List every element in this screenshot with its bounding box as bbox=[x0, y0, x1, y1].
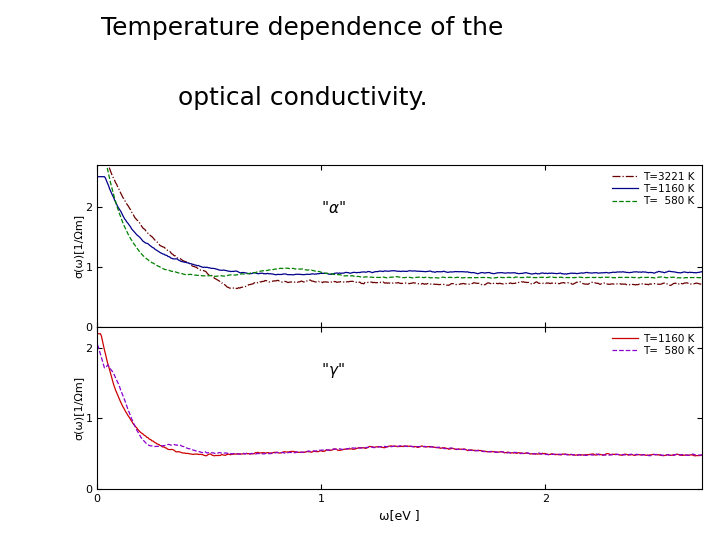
T=3221 K bbox=[368, 279, 377, 285]
T=1160 K bbox=[200, 452, 209, 458]
Text: optical conductivity.: optical conductivity. bbox=[178, 86, 427, 110]
X-axis label: ω[eV ]: ω[eV ] bbox=[379, 509, 420, 522]
T=1160 K bbox=[498, 269, 506, 276]
Text: "$\alpha$": "$\alpha$" bbox=[321, 200, 346, 217]
T=1160 K bbox=[698, 268, 706, 275]
T=  580 K bbox=[698, 274, 706, 281]
T=1160 K bbox=[200, 264, 209, 271]
Text: Temperature dependence of the: Temperature dependence of the bbox=[102, 16, 503, 40]
T=3221 K bbox=[250, 280, 258, 286]
T=1160 K bbox=[497, 449, 505, 455]
T=3221 K bbox=[93, 144, 102, 150]
T=  580 K bbox=[200, 448, 209, 455]
Legend: T=1160 K, T=  580 K: T=1160 K, T= 580 K bbox=[610, 332, 697, 358]
T=  580 K bbox=[487, 275, 495, 281]
T=1160 K bbox=[368, 269, 377, 276]
Text: "$\gamma$": "$\gamma$" bbox=[321, 361, 345, 380]
T=  580 K bbox=[497, 448, 505, 455]
Line: T=3221 K: T=3221 K bbox=[97, 147, 702, 288]
T=  580 K bbox=[449, 274, 458, 281]
T=1160 K bbox=[366, 443, 375, 450]
T=1160 K bbox=[248, 450, 257, 457]
Legend: T=3221 K, T=1160 K, T=  580 K: T=3221 K, T=1160 K, T= 580 K bbox=[610, 170, 697, 208]
T=1160 K bbox=[549, 451, 557, 457]
T=1160 K bbox=[698, 452, 706, 458]
T=3221 K bbox=[451, 281, 459, 288]
Line: T=  580 K: T= 580 K bbox=[97, 117, 702, 278]
T=  580 K bbox=[93, 113, 102, 120]
T=  580 K bbox=[200, 273, 209, 279]
T=1160 K bbox=[93, 330, 102, 337]
Line: T=1160 K: T=1160 K bbox=[97, 334, 702, 456]
T=  580 K bbox=[248, 269, 257, 276]
T=  580 K bbox=[93, 341, 102, 348]
T=  580 K bbox=[366, 444, 375, 450]
Y-axis label: σ(ω)[1/Ωm]: σ(ω)[1/Ωm] bbox=[74, 376, 84, 440]
T=1160 K bbox=[248, 269, 257, 276]
T=3221 K bbox=[498, 280, 506, 287]
T=1160 K bbox=[549, 270, 558, 276]
Line: T=1160 K: T=1160 K bbox=[97, 177, 702, 275]
T=1160 K bbox=[690, 453, 699, 459]
T=  580 K bbox=[498, 274, 506, 281]
Line: T=  580 K: T= 580 K bbox=[97, 345, 702, 456]
T=1160 K bbox=[449, 446, 458, 452]
T=  580 K bbox=[366, 274, 375, 280]
T=  580 K bbox=[549, 274, 558, 281]
T=  580 K bbox=[248, 450, 257, 457]
T=  580 K bbox=[647, 453, 655, 459]
T=  580 K bbox=[549, 451, 557, 458]
Y-axis label: σ(ω)[1/Ωm]: σ(ω)[1/Ωm] bbox=[74, 214, 84, 278]
T=  580 K bbox=[698, 451, 706, 458]
T=3221 K bbox=[698, 280, 706, 287]
T=3221 K bbox=[200, 268, 209, 274]
T=1160 K bbox=[288, 272, 297, 278]
T=1160 K bbox=[451, 268, 459, 275]
T=3221 K bbox=[549, 280, 558, 286]
T=1160 K bbox=[93, 173, 102, 180]
T=3221 K bbox=[233, 285, 241, 292]
T=  580 K bbox=[449, 446, 458, 452]
